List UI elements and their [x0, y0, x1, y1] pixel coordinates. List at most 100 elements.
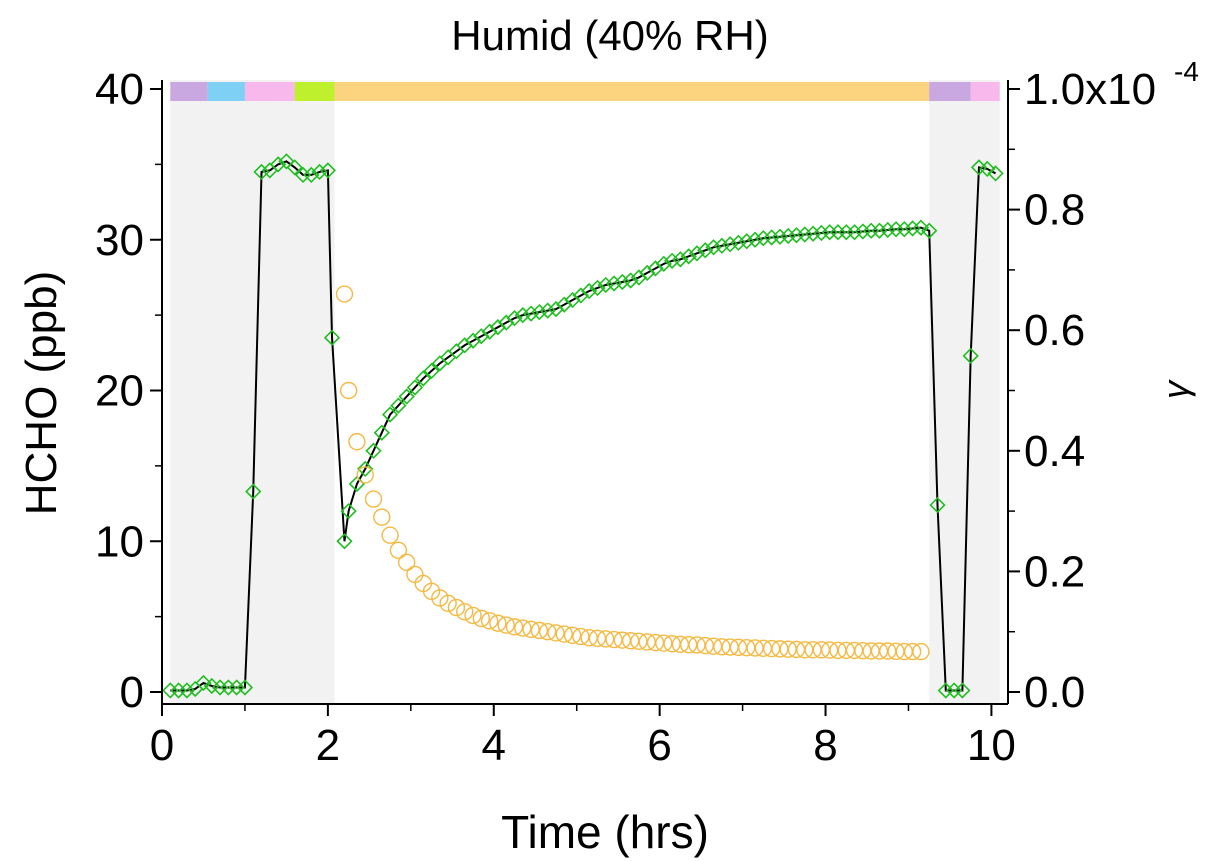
data-point-hcho — [879, 221, 896, 239]
data-point-hcho — [672, 251, 689, 268]
data-point-gamma — [373, 508, 391, 526]
data-point-gamma — [497, 616, 515, 634]
x-axis-label: Time (hrs) — [501, 806, 709, 858]
data-point-hcho — [954, 682, 971, 699]
data-point-hcho — [614, 273, 631, 291]
data-point-hcho — [647, 260, 664, 277]
data-point-gamma — [381, 526, 399, 544]
y-tick-label: 10 — [95, 517, 144, 566]
data-point-hcho — [929, 496, 946, 514]
phase-segment — [294, 82, 335, 101]
y2-tick-label: 1.0x10 — [1024, 65, 1156, 114]
y-tick-label: 30 — [95, 216, 144, 265]
data-point-gamma — [530, 621, 549, 640]
phase-segment — [970, 82, 1000, 101]
data-point-hcho — [456, 337, 473, 354]
data-point-hcho — [962, 347, 979, 364]
data-point-gamma — [547, 624, 565, 642]
data-point-hcho — [253, 163, 270, 181]
data-point-gamma — [572, 627, 590, 646]
data-point-hcho — [589, 279, 606, 297]
data-point-hcho — [278, 153, 295, 170]
data-point-gamma — [335, 285, 354, 303]
data-point-hcho — [547, 300, 565, 318]
data-point-hcho — [323, 329, 341, 346]
data-point-hcho — [178, 682, 196, 699]
data-point-hcho — [987, 165, 1004, 182]
y-tick-label: 0 — [120, 668, 144, 717]
y2-tick-label: 0.4 — [1024, 427, 1085, 476]
data-point-gamma — [364, 490, 383, 508]
data-point-hcho — [357, 460, 374, 478]
data-point-hcho — [365, 442, 382, 459]
data-point-hcho — [871, 222, 888, 239]
data-point-hcho — [311, 163, 328, 181]
data-point-hcho — [373, 424, 390, 441]
data-point-hcho — [921, 222, 938, 239]
data-point-hcho — [398, 388, 415, 405]
data-point-gamma — [464, 606, 482, 625]
data-point-gamma — [555, 625, 573, 643]
y2-tick-label: 0.6 — [1024, 306, 1085, 355]
data-point-hcho — [663, 252, 681, 269]
y-axis-label: HCHO (ppb) — [17, 271, 66, 516]
data-point-gamma — [903, 642, 922, 661]
x-tick-label: 4 — [482, 721, 506, 770]
data-point-hcho — [423, 362, 440, 380]
y2-tick-label: 0.2 — [1024, 547, 1085, 596]
data-point-hcho — [780, 227, 797, 245]
data-point-hcho — [581, 282, 598, 300]
data-point-hcho — [846, 224, 863, 241]
data-point-hcho — [531, 303, 548, 321]
phase-segment — [207, 82, 245, 101]
data-point-hcho — [564, 291, 581, 309]
data-point-hcho — [622, 272, 639, 289]
y-tick-label: 40 — [95, 65, 144, 114]
data-point-hcho — [319, 162, 337, 179]
data-point-hcho — [697, 242, 714, 259]
data-point-hcho — [303, 166, 320, 184]
data-point-hcho — [481, 323, 498, 340]
data-point-hcho — [730, 234, 747, 251]
data-point-gamma — [472, 609, 491, 628]
data-point-hcho — [572, 287, 589, 304]
data-point-gamma — [348, 433, 366, 451]
data-point-hcho — [381, 406, 399, 423]
data-point-gamma — [439, 594, 457, 613]
data-point-gamma — [389, 541, 408, 559]
data-point-hcho — [655, 255, 672, 273]
data-point-gamma — [563, 626, 582, 645]
shaded-region — [170, 80, 335, 704]
data-point-hcho — [680, 248, 697, 265]
data-point-gamma — [514, 619, 532, 637]
data-point-hcho — [979, 160, 996, 178]
data-point-hcho — [796, 226, 813, 243]
y-tick-label: 20 — [95, 367, 144, 416]
data-point-hcho — [755, 230, 772, 247]
data-point-hcho — [854, 223, 871, 240]
data-point-hcho — [713, 237, 730, 254]
data-point-hcho — [630, 269, 648, 286]
series-layer — [162, 153, 1004, 699]
data-point-hcho — [746, 231, 764, 248]
x-tick-label: 10 — [967, 721, 1016, 770]
data-point-gamma — [480, 612, 499, 630]
data-point-gamma — [356, 466, 374, 484]
data-point-gamma — [522, 620, 540, 638]
axes: 0 2 4 6 8 10 0 10 20 30 40 0.0 0.2 0.4 0.6 0.8 1.0x10 -4 — [95, 56, 1199, 770]
data-point-hcho — [804, 225, 822, 242]
phase-segment — [244, 82, 295, 101]
data-point-gamma — [447, 598, 466, 617]
data-point-hcho — [771, 228, 789, 245]
phase-bar — [170, 82, 1000, 101]
data-point-hcho — [738, 233, 755, 250]
data-point-hcho — [514, 306, 531, 324]
data-point-hcho — [464, 332, 482, 349]
data-point-hcho — [489, 319, 507, 336]
data-point-hcho — [245, 483, 262, 500]
data-point-hcho — [522, 305, 540, 322]
data-point-hcho — [473, 328, 490, 345]
data-point-gamma — [456, 603, 474, 621]
data-point-hcho — [269, 156, 287, 173]
